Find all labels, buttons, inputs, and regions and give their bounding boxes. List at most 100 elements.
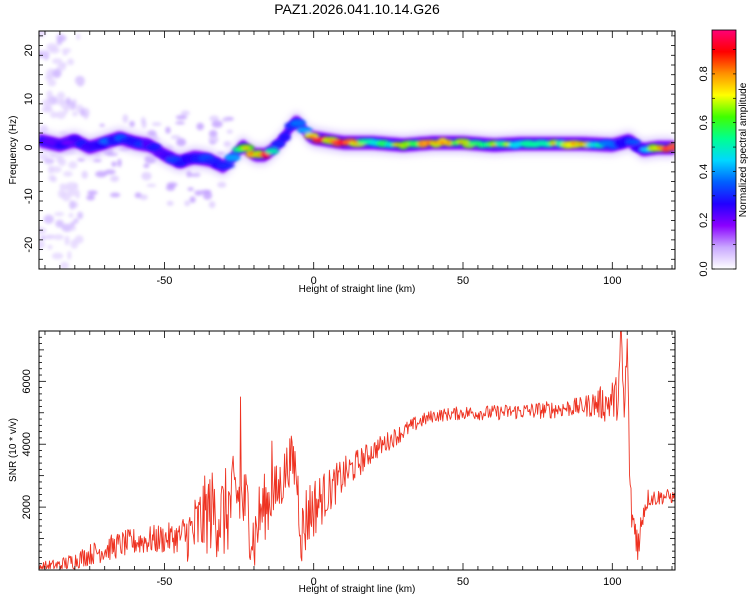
y-tick-label: 20 [23,44,35,56]
noise-blob [110,175,120,182]
noise-blob [45,234,56,239]
snr-x-ticks: -50 0 50 100 [44,331,673,588]
ridge-blob [94,142,108,149]
noise-blob [43,214,54,224]
noise-blob [47,244,53,250]
noise-blob [166,200,174,206]
noise-blob [141,119,147,129]
noise-blob [92,158,102,163]
ridge-blob [68,135,81,143]
x-tick-label: -50 [156,576,172,588]
noise-blob [75,189,81,200]
noise-blob [146,183,157,187]
noise-blob [54,212,65,217]
x-tick-label: -50 [156,275,172,287]
noise-blob [87,190,98,196]
x-tick-label: 100 [603,576,621,588]
ridge-blob [625,139,641,145]
noise-blob [106,152,118,157]
noise-blob [56,91,66,100]
noise-blob [68,189,77,197]
noise-blob [51,58,63,65]
y-tick-label: -10 [23,188,35,204]
noise-blob [86,194,95,201]
noise-blob [39,227,47,235]
noise-blob [184,200,191,207]
noise-blob [79,107,90,116]
noise-blob [63,171,73,177]
ridge-intensity [39,119,675,169]
noise-blob [151,122,162,127]
noise-blob [74,235,84,244]
noise-blob [165,126,171,134]
noise-blob [104,169,116,175]
ridge-blob [204,158,221,164]
noise-blob [208,135,219,144]
noise-blob [42,99,53,108]
noise-blob [70,221,75,227]
ridge-blob [217,162,235,169]
noise-blob [67,250,72,260]
noise-blob [56,154,64,163]
noise-blob [47,165,54,174]
ridge-blob [264,147,280,155]
noise-blob [170,135,181,140]
ridge-peak [668,146,675,149]
colorbar-tick-label: 0.2 [698,213,710,228]
noise-blob [221,117,229,123]
x-tick-label: 100 [603,275,621,287]
noise-blob [71,111,79,117]
snr-y-ticks: 2000 4000 6000 [21,330,675,565]
noise-blob [166,182,178,187]
noise-blob [46,43,58,51]
noise-blob [46,90,53,100]
noise-blob [223,141,232,147]
noise-blob [67,58,75,66]
noise-blob [83,114,89,120]
noise-blob [65,97,71,107]
spectrogram-panel: -50 0 50 100 -20 -10 0 10 20 Height of straight… [8,30,676,295]
x-tick-label: 0 [311,576,317,588]
y-tick-label: 2000 [21,495,33,519]
spectrogram-y-ticks: -20 -10 0 10 20 [23,35,675,270]
noise-blob [56,34,67,42]
noise-blob [77,158,86,162]
noise-blob [141,171,152,181]
noise-blob [59,261,70,269]
noise-blob [77,211,84,220]
noise-blob [48,174,56,182]
noise-blob [65,181,78,188]
ridge-blob [290,119,307,127]
noise-blob [211,120,223,128]
noise-blob [62,51,68,56]
noise-blob [109,192,121,198]
noise-blob [208,201,216,209]
noise-blob [122,114,129,124]
noise-blob [56,110,66,120]
noise-blob [111,161,117,167]
noise-blob [209,115,220,122]
colorbar-ticks: 0.0 0.2 0.4 0.6 0.8 [698,49,736,277]
noise-blob [59,183,67,191]
ridge-peak [261,153,270,157]
noise-blob [175,115,188,120]
noise-blob [40,235,46,241]
y-tick-label: -20 [23,237,35,253]
y-tick-label: 6000 [21,369,33,393]
ridge-peak [241,146,250,150]
colorbar-label: Normalized spectral amplitude [738,82,749,217]
ridge-blob [297,126,313,134]
noise-blob [60,62,67,67]
ridge-blob [279,133,291,142]
noise-blob [73,218,79,224]
noise-blob [95,170,108,178]
x-tick-label: 0 [311,275,317,287]
snr-x-label: Height of straight line (km) [299,584,416,595]
noise-blob [68,161,78,169]
snr-series-line [39,331,675,570]
noise-blob [43,158,55,165]
x-tick-label: 50 [457,576,469,588]
ridge-blob [271,140,286,148]
x-tick-label: 50 [457,275,469,287]
snr-y-label: SNR (10 * v/v) [8,418,19,482]
